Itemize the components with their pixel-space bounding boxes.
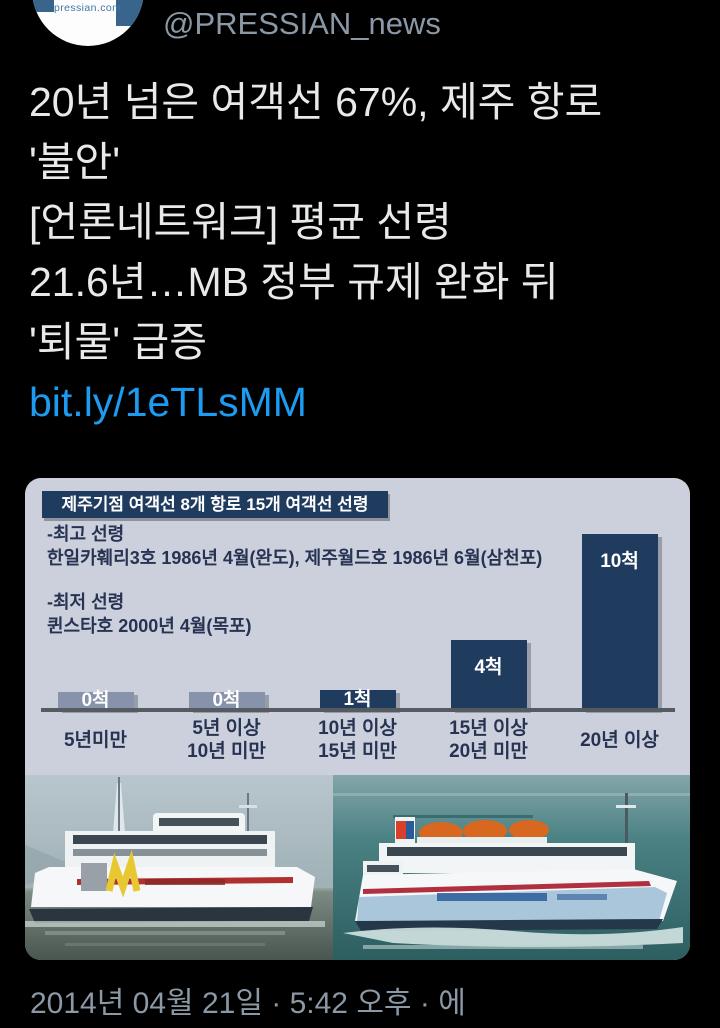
chart-category-label: 15년 이상 20년 미만 — [449, 718, 528, 762]
avatar-brand-text: pressian.com — [54, 2, 122, 14]
chart-annotation-max-value: 한일카훼리3호 1986년 4월(완도), 제주월드호 1986년 6월(삼천포… — [47, 548, 543, 568]
chart-bar: 10척 — [581, 534, 658, 710]
chart-category-label: 5년 이상 10년 미만 — [187, 718, 266, 762]
chart-bar-value-label: 10척 — [600, 551, 639, 572]
chart-bar-column: 1척 — [292, 478, 423, 710]
chart-bar-column: 4척 — [423, 478, 554, 710]
chart-bar-value-label: 0척 — [212, 690, 241, 711]
tweet-line: '퇴물' 급증 — [29, 319, 207, 365]
pressian-logo-fragment-left — [32, 0, 54, 12]
chart-annotation-max-label: -최고 선령 — [47, 524, 125, 544]
chart-bar-column: 0척 — [30, 478, 161, 710]
chart-categories: 5년미만 5년 이상 10년 미만 10년 이상 15년 미만 15년 이상 20년 … — [30, 716, 685, 764]
chart-bar: 1척 — [319, 689, 396, 710]
chart-annotation-min-label: -최저 선령 — [47, 592, 125, 612]
avatar[interactable]: pressian.com — [32, 0, 144, 46]
tweet-text: 20년 넘은 여객선 67%, 제주 항로 '불안' [언론네트워크] 평균 선… — [29, 72, 699, 372]
chart-title: 제주기점 여객선 8개 항로 15개 여객선 선령 — [42, 491, 388, 518]
chart-bar: 0척 — [188, 690, 265, 711]
tweet-timestamp: 2014년 04월 21일 · 5:42 오후 · 에 — [30, 987, 466, 1020]
user-handle[interactable]: @PRESSIAN_news — [163, 6, 441, 41]
tweet-line: 20년 넘은 여객선 67%, 제주 항로 — [29, 79, 603, 125]
tweet-link[interactable]: bit.ly/1eTLsMM — [29, 379, 307, 425]
tweet-line: '불안' — [29, 139, 121, 185]
chart-bar-value-label: 0척 — [81, 690, 110, 711]
ferry-photos — [25, 775, 690, 960]
media-image[interactable]: 제주기점 여객선 8개 항로 15개 여객선 선령 -최고 선령 한일카훼리3호… — [25, 478, 690, 960]
chart-bar-column: 0척 — [161, 478, 292, 710]
chart-category-label: 10년 이상 15년 미만 — [318, 718, 397, 762]
chart-bar-value-label: 1척 — [343, 689, 372, 710]
chart-category-label: 20년 이상 — [580, 729, 659, 751]
tweet-line: [언론네트워크] 평균 선령 — [29, 199, 452, 245]
chart-bar: 0척 — [57, 690, 134, 711]
ferry-photo-left-icon — [25, 775, 333, 960]
chart-annotation-min-value: 퀸스타호 2000년 4월(목포) — [47, 616, 252, 636]
chart-bar-value-label: 4척 — [474, 657, 503, 678]
chart-x-axis — [41, 708, 675, 712]
chart-bar: 4척 — [450, 640, 527, 710]
tweet-line: 21.6년…MB 정부 규제 완화 뒤 — [29, 259, 559, 305]
chart-bar-column: 10척 — [554, 478, 685, 710]
chart-bars: 0척 0척 1척 4척 10척 — [30, 478, 685, 710]
chart-category-label: 5년미만 — [63, 729, 127, 751]
pressian-logo-fragment-right — [116, 0, 144, 26]
ferry-photo-right-icon — [333, 775, 690, 960]
